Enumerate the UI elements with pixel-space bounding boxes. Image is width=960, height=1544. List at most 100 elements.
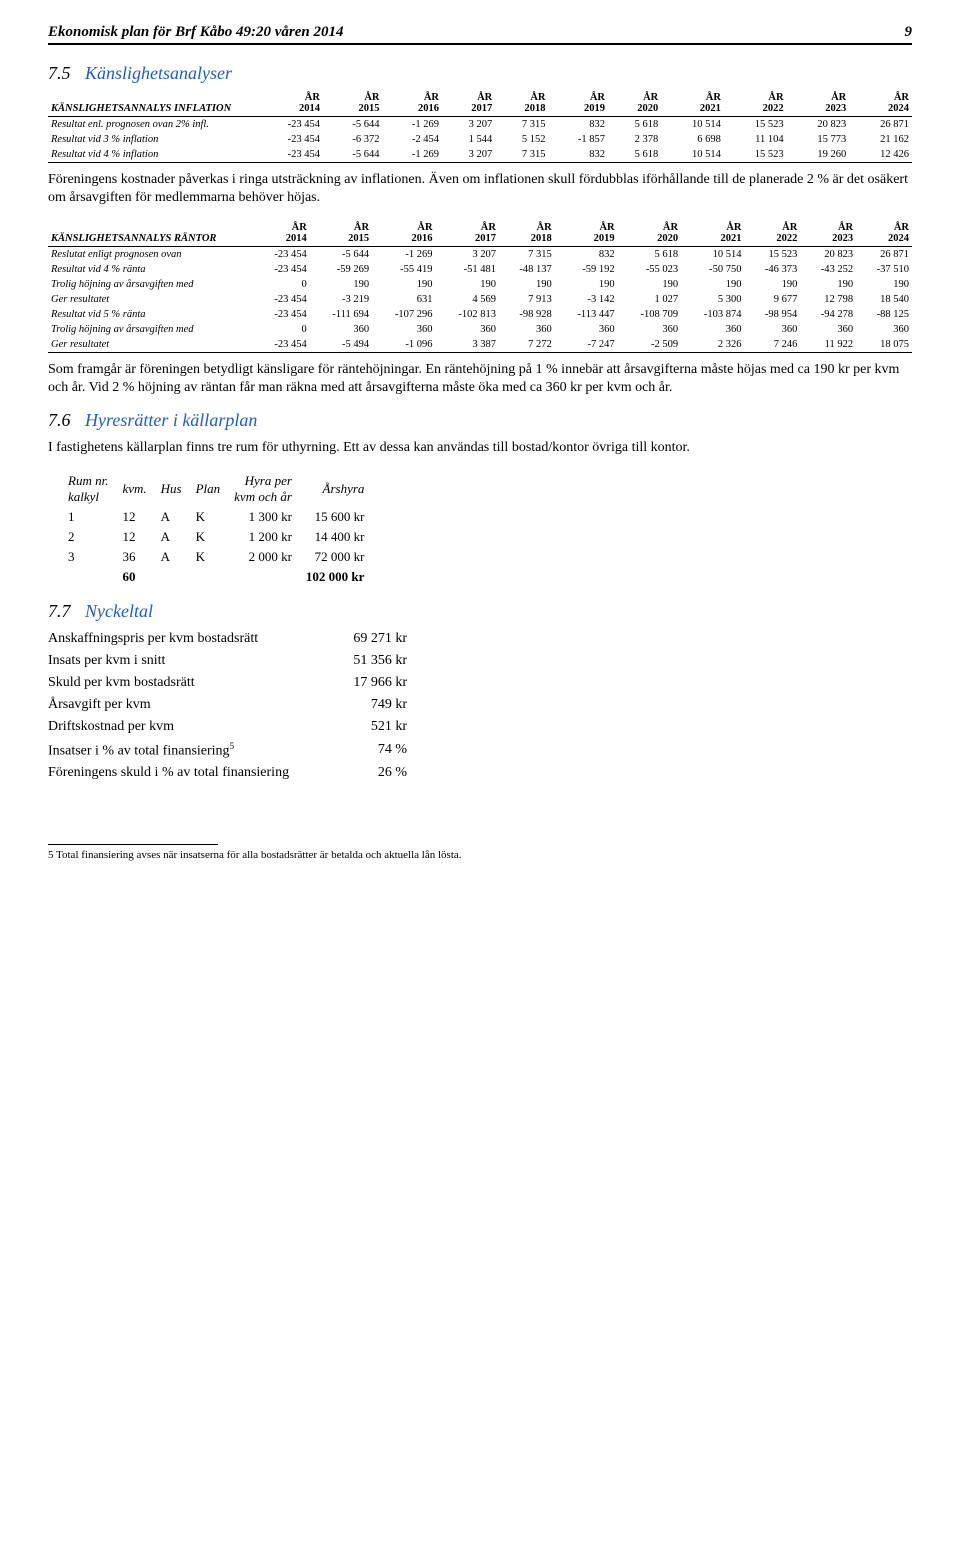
para-interest: Som framgår är föreningen betydligt käns… xyxy=(48,361,912,396)
cell-value: -108 709 xyxy=(618,307,681,322)
cell-value: 190 xyxy=(555,277,618,292)
cell-value: 19 260 xyxy=(787,147,850,163)
cell-value: 18 075 xyxy=(856,337,912,353)
row-label: Resultat vid 4 % inflation xyxy=(48,147,254,163)
row-label: Resultat vid 4 % ränta xyxy=(48,262,254,277)
cell-value: 190 xyxy=(856,277,912,292)
table-label: KÄNSLIGHETSANNALYS RÄNTOR xyxy=(48,220,254,247)
room-cell: 2 xyxy=(68,527,122,547)
cell-value: 10 514 xyxy=(681,247,744,263)
room-cell: 72 000 kr xyxy=(306,547,379,567)
rooms-header: Hyra perkvm och år xyxy=(234,471,306,507)
page-number: 9 xyxy=(905,24,913,41)
cell-value: 20 823 xyxy=(787,117,850,133)
key-value: 521 kr xyxy=(317,716,435,738)
key-label: Insats per kvm i snitt xyxy=(48,650,317,672)
section-76-num: 7.6 xyxy=(48,410,71,430)
cell-value: 5 618 xyxy=(608,147,661,163)
year-header: ÅR2018 xyxy=(499,220,555,247)
room-cell: 15 600 kr xyxy=(306,507,379,527)
key-row: Skuld per kvm bostadsrätt17 966 kr xyxy=(48,672,435,694)
key-label: Föreningens skuld i % av total finansier… xyxy=(48,762,317,784)
room-cell: 14 400 kr xyxy=(306,527,379,547)
cell-value: -59 192 xyxy=(555,262,618,277)
cell-value: -23 454 xyxy=(254,132,323,147)
row-label: Ger resultatet xyxy=(48,337,254,353)
table-row: Resultat enl. prognosen ovan 2% infl.-23… xyxy=(48,117,912,133)
year-header: ÅR2021 xyxy=(661,90,724,117)
cell-value: -23 454 xyxy=(254,337,310,353)
year-header: ÅR2014 xyxy=(254,90,323,117)
room-cell: 12 xyxy=(122,527,160,547)
cell-value: 15 523 xyxy=(745,247,801,263)
cell-value: 360 xyxy=(745,322,801,337)
room-cell: 12 xyxy=(122,507,160,527)
cell-value: 5 618 xyxy=(608,117,661,133)
row-label: Trolig höjning av årsavgiften med xyxy=(48,322,254,337)
cell-value: -1 096 xyxy=(372,337,435,353)
year-header: ÅR2019 xyxy=(548,90,608,117)
cell-value: -98 954 xyxy=(745,307,801,322)
cell-value: -2 509 xyxy=(618,337,681,353)
table-row: Resultat vid 3 % inflation-23 454-6 372-… xyxy=(48,132,912,147)
row-label: Resultat vid 3 % inflation xyxy=(48,132,254,147)
key-value: 749 kr xyxy=(317,694,435,716)
room-total-cell: 102 000 kr xyxy=(306,567,379,587)
cell-value: 7 315 xyxy=(495,147,548,163)
cell-value: -5 644 xyxy=(323,147,383,163)
room-cell: A xyxy=(161,507,196,527)
para-inflation: Föreningens kostnader påverkas i ringa u… xyxy=(48,171,912,206)
year-header: ÅR2022 xyxy=(745,220,801,247)
section-77-heading: 7.7 Nyckeltal xyxy=(48,601,912,622)
key-value: 74 % xyxy=(317,738,435,763)
key-figures-table: Anskaffningspris per kvm bostadsrätt69 2… xyxy=(48,628,435,785)
interest-table: KÄNSLIGHETSANNALYS RÄNTORÅR2014ÅR2015ÅR2… xyxy=(48,220,912,353)
cell-value: -94 278 xyxy=(800,307,856,322)
year-header: ÅR2023 xyxy=(787,90,850,117)
cell-value: 1 544 xyxy=(442,132,495,147)
room-total-cell xyxy=(68,567,122,587)
room-cell: 1 200 kr xyxy=(234,527,306,547)
cell-value: -5 644 xyxy=(310,247,372,263)
cell-value: 12 426 xyxy=(849,147,912,163)
rooms-header: kvm. xyxy=(122,471,160,507)
para-rooms: I fastighetens källarplan finns tre rum … xyxy=(48,439,912,457)
cell-value: 2 378 xyxy=(608,132,661,147)
cell-value: -1 269 xyxy=(372,247,435,263)
key-label: Driftskostnad per kvm xyxy=(48,716,317,738)
cell-value: -55 023 xyxy=(618,262,681,277)
cell-value: 0 xyxy=(254,277,310,292)
cell-value: 5 618 xyxy=(618,247,681,263)
room-row: 112AK1 300 kr15 600 kr xyxy=(68,507,378,527)
cell-value: 11 104 xyxy=(724,132,787,147)
cell-value: -1 857 xyxy=(548,132,608,147)
cell-value: 190 xyxy=(436,277,499,292)
cell-value: -98 928 xyxy=(499,307,555,322)
section-77-title: Nyckeltal xyxy=(85,601,153,621)
room-total-cell xyxy=(196,567,235,587)
cell-value: -113 447 xyxy=(555,307,618,322)
cell-value: 190 xyxy=(310,277,372,292)
table-row: Trolig höjning av årsavgiften med0190190… xyxy=(48,277,912,292)
cell-value: -48 137 xyxy=(499,262,555,277)
cell-value: 7 246 xyxy=(745,337,801,353)
room-cell: A xyxy=(161,527,196,547)
cell-value: 360 xyxy=(618,322,681,337)
year-header: ÅR2022 xyxy=(724,90,787,117)
cell-value: 7 272 xyxy=(499,337,555,353)
cell-value: 12 798 xyxy=(800,292,856,307)
cell-value: 360 xyxy=(856,322,912,337)
cell-value: -111 694 xyxy=(310,307,372,322)
cell-value: 2 326 xyxy=(681,337,744,353)
cell-value: 9 677 xyxy=(745,292,801,307)
cell-value: 832 xyxy=(555,247,618,263)
cell-value: 6 698 xyxy=(661,132,724,147)
footnote-text: 5 Total finansiering avses när insatsern… xyxy=(48,849,912,861)
cell-value: 190 xyxy=(800,277,856,292)
key-row: Driftskostnad per kvm521 kr xyxy=(48,716,435,738)
cell-value: 360 xyxy=(800,322,856,337)
cell-value: -102 813 xyxy=(436,307,499,322)
cell-value: 15 523 xyxy=(724,147,787,163)
key-row: Årsavgift per kvm749 kr xyxy=(48,694,435,716)
cell-value: -7 247 xyxy=(555,337,618,353)
